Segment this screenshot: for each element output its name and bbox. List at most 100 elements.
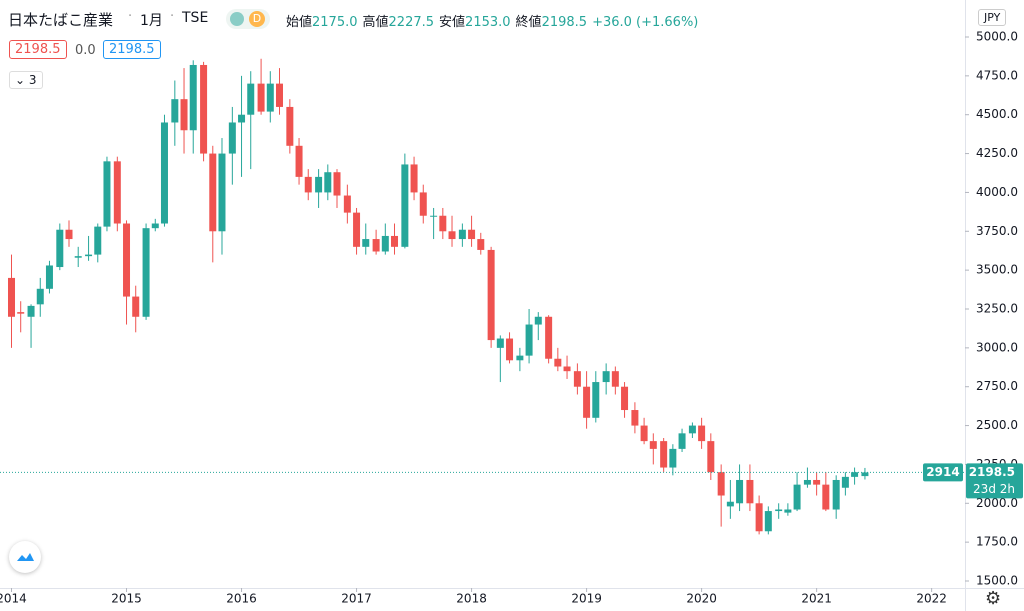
ohlc-value: 2153.0	[465, 15, 511, 30]
settings-button[interactable]: ⚙	[985, 588, 1002, 609]
candle-body	[775, 509, 783, 512]
candle-body	[304, 176, 312, 193]
countdown: 23d 2h	[973, 482, 1015, 496]
y-tick-label: 4250.0	[976, 146, 1018, 160]
candle-body	[209, 153, 217, 232]
separator: ·	[170, 9, 175, 24]
candle-body	[832, 479, 840, 510]
candle-body	[410, 164, 418, 193]
delay-badge: D	[249, 11, 265, 27]
candle-body	[228, 122, 236, 154]
market-status-icon	[230, 12, 244, 26]
x-tick-label: 2014	[0, 592, 27, 606]
candle-body	[448, 231, 456, 240]
indicator-value: 2198.5	[103, 40, 161, 59]
ohlc-label: 終値	[515, 15, 542, 30]
x-tick-label: 2022	[916, 592, 947, 606]
price-label: 2198.5	[969, 465, 1015, 479]
candle-body	[151, 223, 159, 229]
candle-body	[611, 371, 619, 387]
logo-button[interactable]	[9, 541, 41, 573]
logo-icon	[17, 553, 34, 561]
candle-body	[803, 479, 811, 485]
exchange: TSE	[182, 10, 209, 26]
candle-body	[200, 64, 208, 154]
candle-body	[353, 212, 361, 247]
ohlc-label: 高値	[362, 15, 389, 30]
candle-body	[534, 316, 542, 325]
candle-body	[17, 312, 25, 314]
y-tick-label: 1500.0	[976, 574, 1018, 588]
candle-body	[736, 479, 744, 504]
price-label-box	[966, 463, 1023, 499]
candle-body	[218, 153, 226, 232]
tag-box	[923, 463, 963, 482]
candle-body	[707, 441, 715, 473]
candle-body	[132, 296, 140, 317]
candle-body	[439, 215, 447, 232]
candle-body	[726, 501, 734, 507]
candle-body	[401, 164, 409, 247]
currency-button[interactable]: JPY	[978, 9, 1007, 26]
candle-body	[688, 425, 696, 434]
candle-body	[698, 425, 706, 442]
ohlc-legend: 始値2175.0 高値2227.5 安値2153.0 終値2198.5 +36.0 (+…	[286, 11, 698, 30]
candle-body	[266, 83, 274, 112]
candle-body	[391, 235, 399, 247]
candle-body	[372, 239, 380, 252]
candle-body	[36, 288, 44, 305]
symbol: 日本たばこ産業	[8, 11, 114, 29]
y-tick-label: 3000.0	[976, 340, 1018, 354]
candle-body	[784, 509, 792, 513]
candle-body	[142, 228, 150, 317]
indicator-value: 0.0	[75, 43, 96, 58]
candle-body	[660, 441, 668, 468]
candle-body	[755, 503, 763, 532]
candle-body	[573, 371, 581, 387]
candle-body	[678, 433, 686, 449]
chevron: ⌄	[15, 73, 29, 87]
ohlc-value: 2227.5	[388, 15, 435, 30]
y-tick-label: 3500.0	[976, 263, 1018, 277]
ohlc-value: 2175.0	[312, 15, 358, 30]
y-tick-label: 3250.0	[976, 301, 1018, 315]
candle-body	[631, 410, 639, 426]
candle-body	[257, 83, 265, 112]
candle-body	[583, 386, 591, 418]
y-tick-label: 2000.0	[976, 496, 1018, 510]
interval: 1月	[140, 13, 163, 29]
indicators-toggle[interactable]: ⌄ 3	[9, 71, 43, 89]
x-tick-label: 2020	[686, 592, 717, 606]
candle-body	[621, 386, 629, 411]
candle-body	[381, 235, 389, 252]
candle-body	[343, 195, 351, 213]
indicator-value: 2198.5	[9, 40, 67, 59]
ohlc-label: 始値	[286, 15, 313, 30]
x-tick-label: 2015	[111, 592, 142, 606]
separator: ·	[128, 9, 133, 24]
candle-body	[841, 476, 849, 488]
x-tick-label: 2021	[801, 592, 832, 606]
candle-body	[851, 472, 859, 477]
candle-body	[94, 226, 102, 255]
x-tick-label: 2018	[456, 592, 487, 606]
candle-body	[545, 316, 553, 359]
y-tick-label: 4500.0	[976, 107, 1018, 121]
candle-body	[238, 114, 246, 123]
ohlc-value: 2198.5	[541, 15, 588, 30]
candle-body	[793, 484, 801, 510]
candle-body	[324, 172, 332, 193]
candle-body	[171, 99, 179, 123]
candle-body	[764, 511, 772, 532]
y-tick-label: 4750.0	[976, 68, 1018, 82]
candle-body	[286, 106, 294, 146]
candle-body	[113, 161, 121, 224]
indicator-count: 3	[28, 73, 37, 87]
candle-body	[468, 229, 476, 240]
candle-body	[649, 441, 657, 449]
candle-body	[45, 265, 53, 289]
candle-body	[592, 382, 600, 418]
candle-body	[103, 161, 111, 227]
candle-body	[362, 239, 370, 247]
candle-body	[295, 145, 303, 177]
